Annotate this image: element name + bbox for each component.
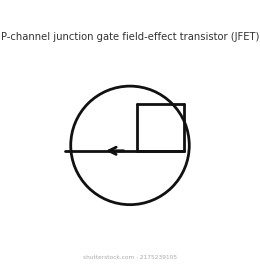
Text: shutterstock.com · 2175239105: shutterstock.com · 2175239105 (83, 255, 177, 260)
Text: P-channel junction gate field-effect transistor (JFET): P-channel junction gate field-effect tra… (1, 32, 259, 42)
